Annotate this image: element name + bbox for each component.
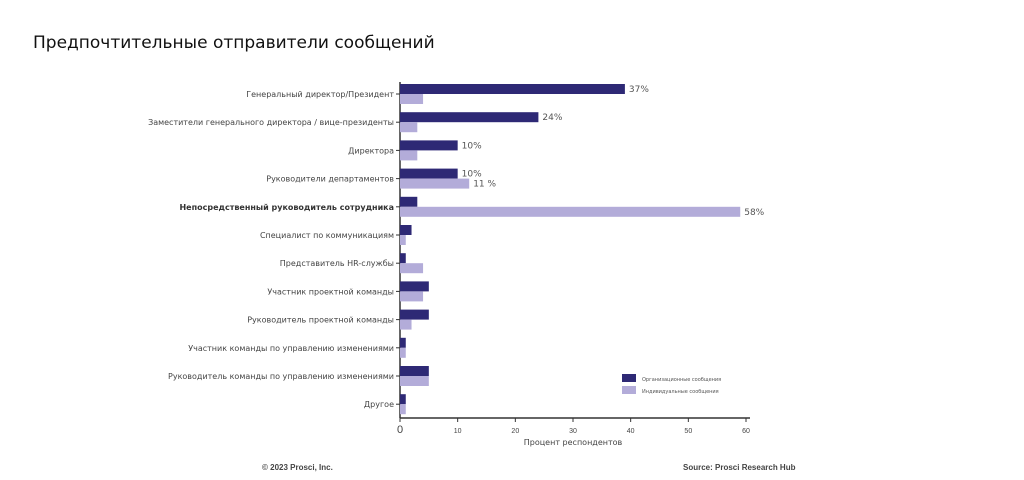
bar [400, 178, 470, 189]
bar [400, 309, 429, 320]
copyright-text: © 2023 Prosci, Inc. [262, 463, 333, 472]
bar [400, 94, 424, 104]
legend-swatch [622, 386, 636, 394]
data-label: 37% [629, 85, 649, 95]
category-label: Заместители генерального директора / виц… [148, 118, 394, 127]
source-text: Source: Prosci Research Hub [683, 463, 796, 472]
category-label: Руководитель команды по управлению измен… [168, 372, 394, 381]
bar [400, 225, 412, 235]
x-tick-label: 50 [684, 428, 692, 435]
bar [400, 122, 418, 133]
bar [400, 281, 429, 292]
x-tick-label: 10 [454, 428, 462, 435]
bar [400, 235, 406, 245]
data-label: 24% [542, 113, 562, 123]
bar [400, 366, 429, 376]
chart-legend: Организационные сообщения Индивидуальные … [622, 374, 721, 395]
bar [400, 319, 412, 330]
legend-label: Индивидуальные сообщения [642, 389, 719, 395]
category-label: Руководитель проектной команды [247, 316, 394, 325]
bar [400, 150, 418, 161]
x-tick-label: 0 [397, 424, 403, 436]
bar [400, 168, 458, 179]
bar [400, 206, 741, 217]
bar [400, 196, 418, 207]
page-title: Предпочтительные отправители сообщений [33, 33, 435, 53]
bar [400, 291, 424, 302]
x-tick-label: 20 [511, 428, 519, 435]
category-label: Специалист по коммуникациям [260, 231, 394, 240]
chart-bars [400, 84, 741, 415]
bar [400, 376, 429, 386]
bar [400, 404, 406, 415]
category-label: Участник команды по управлению изменения… [188, 344, 394, 353]
category-label: Непосредственный руководитель сотрудника [179, 203, 394, 212]
bar [400, 112, 539, 123]
x-tick-label: 40 [627, 428, 635, 435]
chart-labels: Генеральный директор/Президент 37% Замести… [148, 85, 765, 409]
bar [400, 84, 625, 94]
category-label: Представитель HR-службы [280, 259, 394, 268]
bar [400, 337, 406, 348]
chart-axes: 0 10 20 30 40 50 60 Процент респондентов [396, 82, 750, 447]
x-tick-label: 60 [742, 428, 750, 435]
data-label: 11 % [473, 180, 496, 190]
bar [400, 140, 458, 151]
x-tick-label: 30 [569, 428, 577, 435]
category-label: Руководители департаментов [266, 175, 394, 184]
legend-label: Организационные сообщения [642, 377, 721, 383]
bar [400, 263, 424, 274]
data-label: 58% [744, 208, 764, 218]
category-label: Директора [348, 146, 394, 155]
category-label: Участник проектной команды [267, 287, 394, 296]
category-label: Генеральный директор/Президент [246, 90, 394, 99]
legend-swatch [622, 374, 636, 382]
x-axis-label: Процент респондентов [524, 438, 623, 447]
data-label: 10% [462, 141, 482, 151]
category-label: Другое [364, 400, 394, 409]
bar [400, 253, 406, 264]
bar [400, 394, 406, 405]
bar [400, 347, 406, 358]
data-label: 10% [462, 170, 482, 180]
